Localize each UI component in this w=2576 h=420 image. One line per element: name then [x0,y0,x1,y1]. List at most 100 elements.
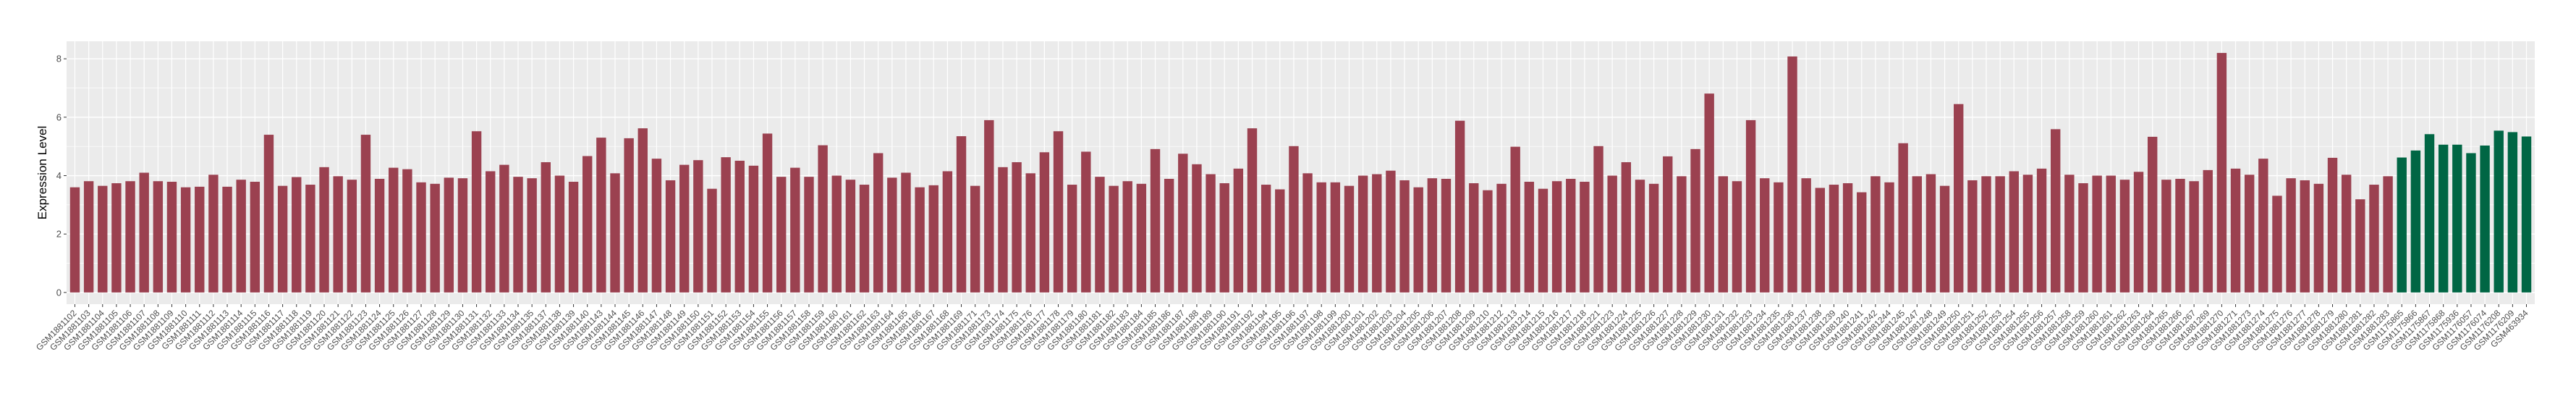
bar-GSM1881229 [1690,148,1700,293]
bar-GSM1881152 [721,157,731,293]
bar-GSM1881236 [1787,56,1797,293]
bar-GSM1881218 [1580,182,1590,293]
bar-GSM1881121 [333,176,343,293]
bar-GSM1881108 [153,181,164,293]
bar-GSM1881149 [679,164,690,293]
bar-GSM1881225 [1635,180,1645,293]
bar-GSM1175866 [2410,150,2421,293]
bar-GSM1881114 [236,180,246,293]
bar-GSM1881112 [208,175,219,293]
bar-GSM1881207 [1441,178,1452,293]
bar-GSM1881198 [1316,182,1326,293]
bar-GSM1881221 [1593,146,1603,293]
bar-GSM1881109 [166,182,177,293]
bar-GSM1881157 [790,167,800,293]
bar-GSM1881118 [292,177,302,293]
bar-GSM1881192 [1247,128,1258,293]
bar-GSM1881125 [389,167,399,293]
y-tick-label: 4 [56,170,62,181]
bar-GSM1881250 [1954,104,1964,293]
bar-GSM1881212 [1496,183,1507,293]
bar-GSM1881241 [1857,192,1867,293]
bar-GSM1176057 [2466,153,2476,293]
bar-GSM1881116 [263,135,274,293]
y-axis-title: Expression Level [35,126,49,219]
bar-GSM1881216 [1551,181,1562,293]
bar-GSM1881129 [444,177,454,293]
bar-GSM1881158 [804,177,814,293]
bar-GSM1881115 [250,182,260,293]
bar-GSM1881145 [624,138,634,293]
bar-GSM1881260 [2092,175,2102,293]
bar-GSM1881111 [195,186,205,293]
bar-GSM1881269 [2203,169,2213,293]
bar-GSM1881254 [2009,171,2019,293]
bar-GSM1881165 [901,172,911,293]
bar-GSM1881122 [347,180,357,293]
bar-GSM1881143 [596,138,606,293]
bar-GSM1881103 [83,181,94,293]
bar-GSM1881162 [859,185,870,293]
bar-GSM1881234 [1760,178,1770,293]
bar-GSM1881235 [1774,182,1784,293]
bar-GSM1881238 [1815,188,1826,293]
bar-GSM1881134 [513,177,523,293]
bar-GSM1881227 [1663,156,1673,293]
y-axis: 0 2 4 6 8 [56,54,67,298]
bar-GSM1881283 [2383,176,2393,293]
bar-GSM1881210 [1483,190,1493,293]
bar-GSM1881163 [873,153,884,293]
x-axis: GSM1881102GSM1881103GSM1881104GSM1881105… [34,304,2530,353]
bar-GSM1881199 [1330,182,1341,293]
bar-GSM1881264 [2147,136,2158,293]
bar-GSM1881132 [486,171,496,293]
y-tick-label: 2 [56,229,62,240]
bar-GSM1881124 [374,178,385,293]
bar-GSM1881203 [1386,170,1396,293]
bar-GSM1881126 [402,169,412,293]
bar-GSM1881244 [1884,182,1894,293]
bar-GSM1881228 [1677,176,1687,293]
bar-GSM1881276 [2286,178,2296,293]
y-tick-label: 0 [56,287,62,298]
bar-GSM1881153 [734,160,745,293]
bar-GSM1881183 [1122,181,1132,293]
bar-GSM1881230 [1704,93,1714,293]
bar-GSM1881159 [818,145,828,293]
bar-GSM1881182 [1109,185,1119,293]
bar-GSM1881271 [2230,168,2241,293]
bar-GSM1881267 [2189,181,2199,293]
bar-GSM1881139 [568,182,579,293]
bar-GSM1881127 [416,182,426,293]
bar-GSM1881148 [665,180,676,293]
bar-GSM1881117 [277,185,288,293]
bar-GSM1881255 [2022,175,2033,293]
bar-GSM1881138 [554,175,565,293]
bar-GSM1881133 [499,164,509,293]
bar-GSM1881242 [1870,176,1881,293]
bar-GSM1881196 [1289,146,1299,293]
bar-GSM1881151 [707,188,717,293]
bar-GSM1176074 [2480,145,2490,293]
bar-GSM1881237 [1801,178,1811,293]
bar-GSM1176209 [2507,132,2518,293]
bar-GSM1881184 [1136,183,1147,293]
bar-GSM1881245 [1898,143,1908,293]
bar-GSM1881247 [1912,176,1922,293]
bar-GSM1881191 [1233,168,1244,293]
bar-GSM1881171 [970,185,980,293]
bar-GSM1881275 [2272,196,2282,293]
bar-GSM1881179 [1067,185,1077,293]
bar-GSM1881278 [2313,183,2324,293]
bar-GSM1881201 [1357,175,1368,293]
bar-GSM1881259 [2078,183,2088,293]
bar-GSM1881102 [69,187,80,293]
bar-GSM1881123 [360,135,371,293]
bar-GSM1881186 [1164,178,1174,293]
bar-GSM1881180 [1081,151,1091,293]
bar-GSM1881156 [776,177,787,293]
bar-GSM1881178 [1053,131,1064,293]
bar-GSM1881150 [693,160,703,293]
bar-GSM1881137 [541,161,551,293]
bar-GSM1881261 [2106,175,2116,293]
